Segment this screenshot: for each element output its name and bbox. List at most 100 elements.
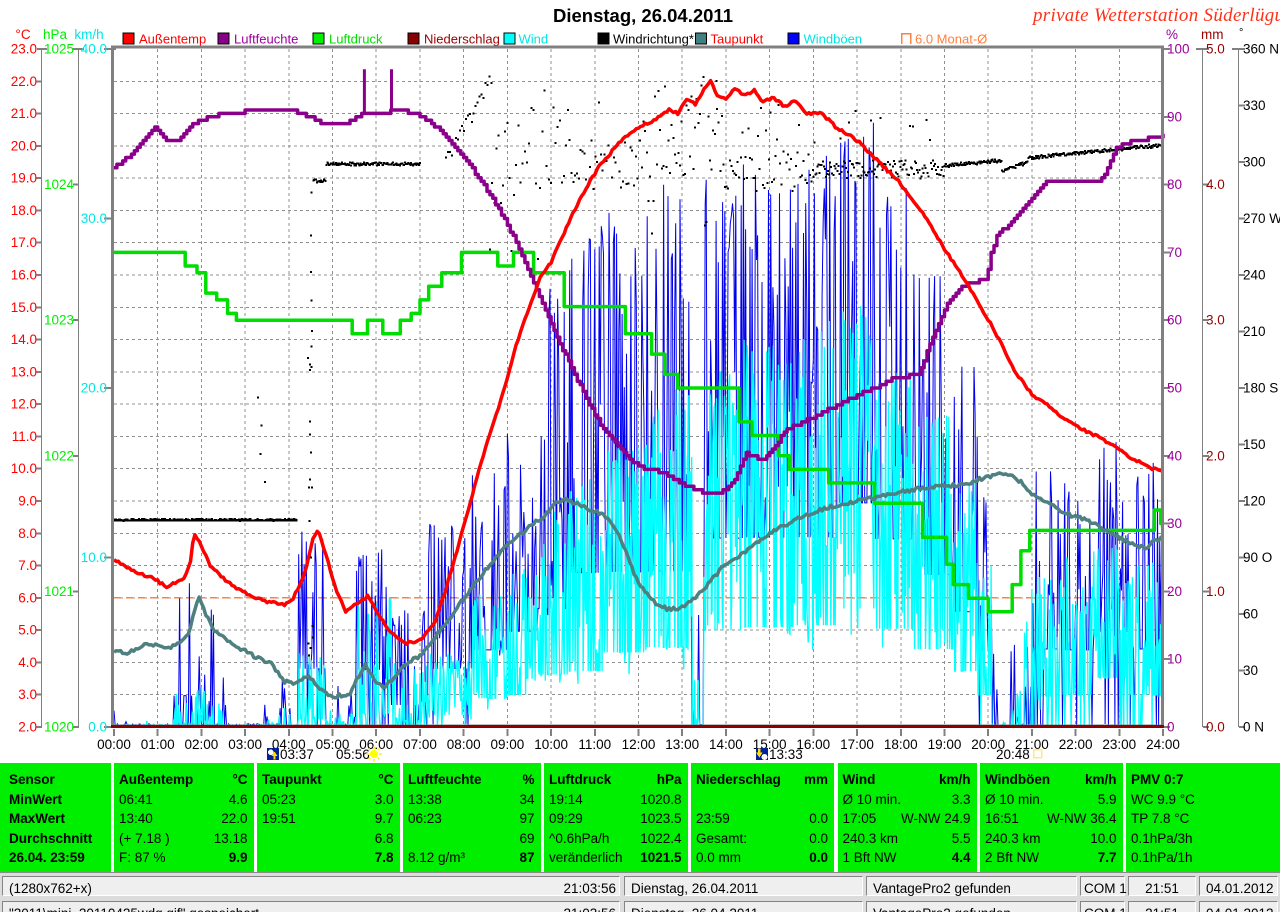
svg-text:1021: 1021 (44, 584, 74, 599)
svg-text:2.0: 2.0 (1206, 448, 1225, 463)
svg-text:16.0: 16.0 (11, 268, 37, 283)
svg-text:60: 60 (1243, 607, 1258, 622)
svg-text:13.0: 13.0 (11, 364, 37, 379)
svg-text:03:00: 03:00 (228, 737, 262, 752)
svg-text:90: 90 (1167, 109, 1182, 124)
svg-text:05:56: 05:56 (336, 747, 370, 762)
svg-text:°: ° (1239, 27, 1243, 39)
svg-text:210: 210 (1243, 324, 1266, 339)
svg-text:22.0: 22.0 (11, 74, 37, 89)
svg-text:06:00: 06:00 (359, 737, 393, 752)
svg-text:19.0: 19.0 (11, 171, 37, 186)
svg-text:3.0: 3.0 (18, 687, 37, 702)
svg-text:6.0 Monat-Ø: 6.0 Monat-Ø (915, 32, 987, 47)
svg-text:11:00: 11:00 (578, 737, 611, 752)
svg-text:08:00: 08:00 (447, 737, 481, 752)
svg-text:24:00: 24:00 (1146, 737, 1180, 752)
svg-text:8.0: 8.0 (18, 526, 37, 541)
svg-text:04:00: 04:00 (272, 737, 306, 752)
svg-text:9.0: 9.0 (18, 494, 37, 509)
svg-text:12:00: 12:00 (622, 737, 656, 752)
svg-text:05:00: 05:00 (316, 737, 350, 752)
svg-text:30.0: 30.0 (81, 211, 107, 226)
svg-text:12.0: 12.0 (11, 397, 37, 412)
svg-text:°C: °C (15, 27, 30, 42)
svg-text:4.0: 4.0 (18, 655, 37, 670)
svg-text:6.0: 6.0 (18, 590, 37, 605)
svg-text:5.0: 5.0 (1206, 42, 1225, 57)
svg-text:30: 30 (1243, 663, 1258, 678)
svg-text:20: 20 (1167, 584, 1182, 599)
svg-text:150: 150 (1243, 437, 1266, 452)
svg-text:01:00: 01:00 (141, 737, 175, 752)
svg-text:90 O: 90 O (1243, 550, 1272, 565)
svg-text:hPa: hPa (43, 27, 68, 42)
svg-text:Luftfeuchte: Luftfeuchte (234, 32, 298, 47)
svg-text:00:00: 00:00 (97, 737, 131, 752)
svg-text:360 N: 360 N (1243, 42, 1279, 57)
svg-text:Luftdruck: Luftdruck (329, 32, 383, 47)
svg-text:17.0: 17.0 (11, 235, 37, 250)
svg-text:Dienstag, 26.04.2011: Dienstag, 26.04.2011 (553, 5, 733, 26)
svg-text:23.0: 23.0 (11, 42, 37, 57)
svg-text:Außentemp: Außentemp (139, 32, 206, 47)
svg-text:Niederschlag: Niederschlag (424, 32, 500, 47)
svg-text:0.0: 0.0 (1206, 720, 1225, 735)
svg-text:22:00: 22:00 (1059, 737, 1093, 752)
svg-text:14:00: 14:00 (709, 737, 743, 752)
svg-text:07:00: 07:00 (403, 737, 437, 752)
svg-text:40: 40 (1167, 448, 1182, 463)
svg-text:30: 30 (1167, 516, 1182, 531)
svg-text:70: 70 (1167, 245, 1182, 260)
svg-text:21.0: 21.0 (11, 106, 37, 121)
svg-text:private Wetterstation Süderlüg: private Wetterstation Süderlügum (1031, 5, 1280, 26)
svg-text:0 N: 0 N (1243, 720, 1264, 735)
svg-text:4.0: 4.0 (1206, 177, 1225, 192)
svg-text:330: 330 (1243, 98, 1266, 113)
svg-text:23:00: 23:00 (1102, 737, 1136, 752)
svg-text:02:00: 02:00 (185, 737, 219, 752)
svg-text:11.0: 11.0 (12, 429, 37, 444)
svg-text:240: 240 (1243, 268, 1266, 283)
svg-text:10.0: 10.0 (81, 550, 107, 565)
svg-text:100: 100 (1167, 42, 1190, 57)
svg-text:%: % (1166, 27, 1178, 42)
svg-text:5.0: 5.0 (18, 623, 37, 638)
svg-text:1024: 1024 (44, 177, 75, 192)
svg-text:14.0: 14.0 (11, 332, 37, 347)
svg-text:17:00: 17:00 (840, 737, 874, 752)
svg-text:Windrichtung*: Windrichtung* (613, 32, 694, 47)
svg-text:0: 0 (1167, 720, 1175, 735)
svg-text:20:48: 20:48 (996, 747, 1030, 762)
svg-text:15.0: 15.0 (11, 300, 37, 315)
svg-text:20.0: 20.0 (81, 381, 107, 396)
svg-text:80: 80 (1167, 177, 1182, 192)
svg-text:1023: 1023 (44, 313, 74, 328)
svg-text:Wind: Wind (519, 32, 549, 47)
svg-text:1020: 1020 (44, 720, 74, 735)
svg-text:09:00: 09:00 (491, 737, 525, 752)
svg-text:Windböen: Windböen (804, 32, 863, 47)
svg-text:60: 60 (1167, 313, 1182, 328)
svg-text:13:33: 13:33 (769, 747, 803, 762)
svg-text:1025: 1025 (44, 42, 74, 57)
svg-text:21:00: 21:00 (1015, 737, 1049, 752)
svg-text:20:00: 20:00 (971, 737, 1005, 752)
svg-text:km/h: km/h (74, 27, 103, 42)
svg-text:13:00: 13:00 (665, 737, 699, 752)
svg-text:270 W: 270 W (1243, 211, 1280, 226)
svg-text:18.0: 18.0 (11, 203, 37, 218)
svg-text:40.0: 40.0 (81, 42, 107, 57)
svg-text:10:00: 10:00 (534, 737, 568, 752)
svg-text:0.0: 0.0 (88, 720, 107, 735)
svg-text:1022: 1022 (44, 448, 74, 463)
svg-text:10: 10 (1167, 652, 1182, 667)
svg-text:120: 120 (1243, 494, 1266, 509)
svg-text:mm: mm (1201, 27, 1224, 42)
svg-text:50: 50 (1167, 381, 1182, 396)
svg-text:19:00: 19:00 (928, 737, 962, 752)
svg-text:300: 300 (1243, 155, 1266, 170)
svg-text:180 S: 180 S (1243, 381, 1278, 396)
svg-text:10.0: 10.0 (11, 461, 37, 476)
svg-text:16:00: 16:00 (796, 737, 830, 752)
